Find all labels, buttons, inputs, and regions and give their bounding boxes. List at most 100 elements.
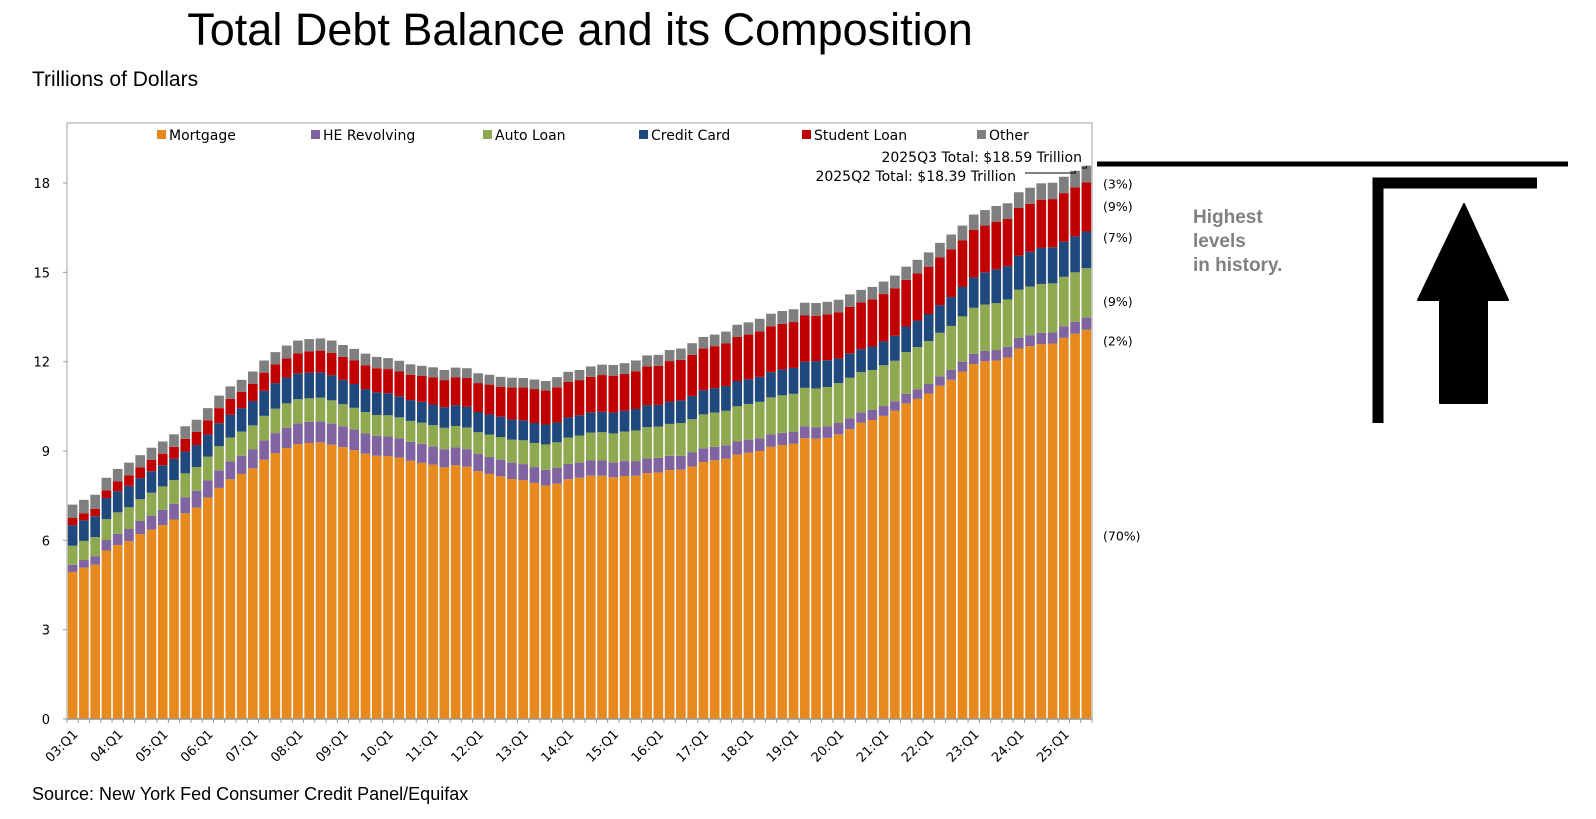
bar-segment-auto-loan [563, 437, 574, 464]
bar-segment-mortgage [281, 448, 292, 719]
bar-segment-credit-card [833, 358, 844, 384]
bar-segment-auto-loan [67, 545, 78, 565]
bar-segment-auto-loan [777, 395, 788, 433]
bar-segment-other [416, 365, 427, 376]
bar-segment-auto-loan [349, 407, 360, 430]
bar-segment-he-revolving [968, 353, 979, 365]
bar-segment-student-loan [349, 360, 360, 384]
bar-segment-mortgage [338, 447, 348, 719]
bar-segment-student-loan [833, 312, 844, 359]
bar-segment-he-revolving [811, 427, 821, 439]
bar-segment-other [428, 367, 438, 378]
bar-segment-other [1036, 183, 1047, 200]
bar-segment-auto-loan [383, 415, 393, 437]
bar-segment-mortgage [428, 464, 438, 719]
bar-segment-other [157, 441, 168, 454]
bar-segment-mortgage [968, 364, 979, 719]
bar-segment-other [901, 266, 911, 280]
bar-segment-he-revolving [1070, 321, 1080, 334]
x-tick-label: 25:Q1 [1034, 727, 1072, 765]
bar-segment-credit-card [304, 372, 314, 399]
bar-segment-other [597, 364, 607, 376]
bar-segment-mortgage [214, 487, 224, 719]
bar-segment-student-loan [991, 221, 1002, 270]
legend-label: Mortgage [169, 128, 236, 144]
bar-segment-other [721, 331, 731, 344]
bar-segment-credit-card [450, 405, 461, 426]
bar-segment-student-loan [585, 376, 596, 413]
bar-segment-other [439, 370, 450, 381]
bar-segment-he-revolving [552, 467, 562, 484]
x-tick-label: 05:Q1 [133, 727, 171, 765]
bar-segment-he-revolving [484, 456, 495, 474]
bar-segment-mortgage [124, 541, 134, 719]
bar-segment-mortgage [270, 453, 281, 719]
bar-segment-credit-card [112, 491, 123, 513]
bar-segment-other [101, 477, 112, 491]
bar-segment-auto-loan [822, 386, 833, 427]
bar-segment-auto-loan [529, 442, 540, 468]
bar-segment-credit-card [732, 381, 743, 407]
share-label-he-revolving: (2%) [1103, 334, 1133, 349]
bar-segment-student-loan [135, 467, 146, 479]
bar-segment-mortgage [326, 444, 337, 719]
bar-segment-he-revolving [202, 480, 213, 498]
bar-segment-auto-loan [1081, 268, 1092, 318]
bar-segment-mortgage [349, 450, 360, 719]
bar-segment-credit-card [202, 434, 213, 457]
bar-segment-credit-card [799, 361, 810, 388]
x-axis: 03:Q1 04:Q1 05:Q1 06:Q1 07:Q1 08:Q1 09:Q1 10:Q1… [43, 718, 1093, 766]
bar-segment-credit-card [585, 412, 596, 433]
bar-segment-auto-loan [687, 419, 697, 453]
bar-segment-mortgage [146, 529, 157, 719]
bar-segment-student-loan [811, 315, 821, 362]
bar-segment-auto-loan [845, 377, 855, 419]
bar-segment-other [676, 348, 686, 360]
bar-segment-credit-card [439, 407, 450, 428]
bar-segment-auto-loan [259, 415, 269, 441]
legend: Mortgage HE Revolving Auto Loan Credit Card… [157, 128, 1029, 144]
bar-segment-credit-card [822, 360, 833, 387]
bar-segment-student-loan [79, 513, 89, 521]
bar-segment-he-revolving [777, 432, 788, 446]
bar-segment-mortgage [732, 454, 743, 719]
bar-segment-auto-loan [394, 417, 405, 439]
bar-segment-other [315, 338, 326, 351]
bar-segment-other [991, 205, 1002, 222]
bar-segment-student-loan [878, 294, 889, 342]
bar-segment-mortgage [676, 469, 686, 719]
bar-segment-other [980, 210, 990, 226]
bar-segment-credit-card [326, 375, 337, 401]
bar-segment-student-loan [721, 343, 731, 387]
x-tick-label: 06:Q1 [178, 727, 216, 765]
bar-segment-auto-loan [1059, 276, 1069, 327]
bar-segment-other [642, 355, 652, 367]
bar-segment-student-loan [383, 369, 393, 394]
bar-segment-mortgage [1070, 333, 1080, 719]
bar-segment-credit-card [428, 404, 438, 426]
bar-segment-he-revolving [67, 564, 78, 572]
bar-segment-mortgage [1013, 348, 1024, 719]
bar-segment-credit-card [180, 451, 191, 474]
bar-segment-mortgage [642, 473, 652, 719]
bar-segment-credit-card [360, 389, 371, 412]
bar-segment-credit-card [788, 367, 799, 394]
bar-segment-student-loan [157, 453, 168, 466]
bar-segment-mortgage [901, 403, 911, 719]
bar-segment-student-loan [281, 358, 292, 378]
bar-segment-mortgage [315, 442, 326, 719]
bar-segment-other [957, 225, 968, 241]
bar-segment-auto-loan [202, 456, 213, 481]
bar-segment-he-revolving [405, 441, 416, 461]
bar-segment-auto-loan [946, 325, 957, 370]
bar-segment-auto-loan [867, 370, 878, 410]
bar-segment-student-loan [552, 387, 562, 423]
bar-segment-he-revolving [619, 461, 630, 477]
bar-segment-credit-card [394, 396, 405, 418]
note-line: Highest [1193, 207, 1263, 228]
bar-segment-student-loan [732, 336, 743, 382]
annotation-2025q3: 2025Q3 Total: $18.59 Trillion [881, 150, 1082, 166]
bar-segment-other [890, 275, 900, 289]
bar-segment-mortgage [935, 385, 945, 719]
bar-segment-credit-card [191, 445, 202, 468]
